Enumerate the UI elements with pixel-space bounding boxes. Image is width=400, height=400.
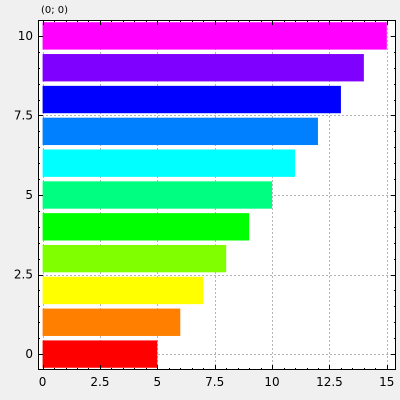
- y-tick-label: 0: [25, 347, 33, 361]
- bar: [42, 308, 181, 336]
- x-tick-label: 12.5: [316, 375, 343, 389]
- y-tick-label: 5: [25, 188, 33, 202]
- bar: [42, 244, 227, 273]
- bar: [42, 213, 250, 241]
- ticks: [38, 20, 396, 370]
- bar: [42, 276, 204, 305]
- x-tick-label: 10: [264, 375, 279, 389]
- x-tick-label: 5: [154, 375, 162, 389]
- bar: [42, 54, 364, 82]
- bar: [42, 181, 273, 209]
- y-tick-label: 2.5: [14, 268, 33, 282]
- x-tick-label: 0: [39, 375, 47, 389]
- coordinate-readout: (0; 0): [41, 5, 69, 16]
- y-tick-label: 7.5: [14, 108, 33, 122]
- bar: [42, 149, 296, 177]
- bar: [42, 340, 158, 368]
- bar: [42, 22, 387, 50]
- x-tick-label: 2.5: [90, 375, 109, 389]
- tick-labels: 0 2.5 5 7.5 10 12.5 15 0 2.5 5 7.5 10: [14, 29, 395, 389]
- x-tick-label: 15: [379, 375, 394, 389]
- y-tick-label: 10: [18, 29, 33, 43]
- bars: [42, 22, 387, 368]
- bar: [42, 85, 341, 114]
- x-tick-label: 7.5: [205, 375, 224, 389]
- bar: [42, 117, 318, 146]
